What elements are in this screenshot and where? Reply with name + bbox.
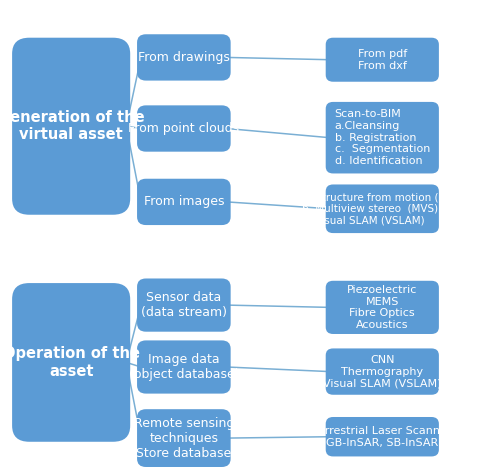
FancyBboxPatch shape [326, 281, 439, 334]
FancyBboxPatch shape [137, 105, 230, 152]
FancyBboxPatch shape [137, 278, 230, 332]
FancyBboxPatch shape [137, 340, 230, 394]
Text: Terrestrial Laser Scanner
GB-InSAR, SB-InSAR: Terrestrial Laser Scanner GB-InSAR, SB-I… [313, 426, 452, 447]
Text: Generation of the
virtual asset: Generation of the virtual asset [0, 110, 144, 142]
Text: From drawings: From drawings [138, 51, 230, 64]
FancyBboxPatch shape [12, 283, 130, 442]
Text: From pdf
From dxf: From pdf From dxf [358, 49, 407, 71]
FancyBboxPatch shape [137, 34, 230, 80]
Text: CNN
Thermography
Visual SLAM (VSLAM): CNN Thermography Visual SLAM (VSLAM) [323, 355, 442, 388]
FancyBboxPatch shape [12, 38, 130, 215]
FancyBboxPatch shape [137, 179, 230, 225]
FancyBboxPatch shape [326, 184, 439, 233]
FancyBboxPatch shape [326, 417, 439, 456]
Text: From images: From images [144, 196, 224, 208]
FancyBboxPatch shape [326, 102, 439, 174]
FancyBboxPatch shape [326, 349, 439, 395]
FancyBboxPatch shape [137, 409, 230, 467]
Text: Sensor data
(data stream): Sensor data (data stream) [141, 291, 227, 319]
Text: Image data
(object database): Image data (object database) [128, 353, 239, 381]
Text: Piezoelectric
MEMS
Fibre Optics
Acoustics: Piezoelectric MEMS Fibre Optics Acoustic… [347, 285, 418, 330]
FancyBboxPatch shape [326, 38, 439, 82]
Text: Operation of the
asset: Operation of the asset [2, 346, 140, 379]
Text: From point clouds: From point clouds [128, 122, 240, 135]
Text: Scan-to-BIM
a.Cleansing
b. Registration
c.  Segmentation
d. Identification: Scan-to-BIM a.Cleansing b. Registration … [334, 110, 430, 166]
Text: Remote sensing
techniques
(Store database): Remote sensing techniques (Store databas… [132, 417, 236, 460]
Text: a. Structure from motion (SfM)
b. Multiview stereo  (MVS)
c. Visual SLAM (VSLAM): a. Structure from motion (SfM) b. Multiv… [302, 192, 462, 226]
